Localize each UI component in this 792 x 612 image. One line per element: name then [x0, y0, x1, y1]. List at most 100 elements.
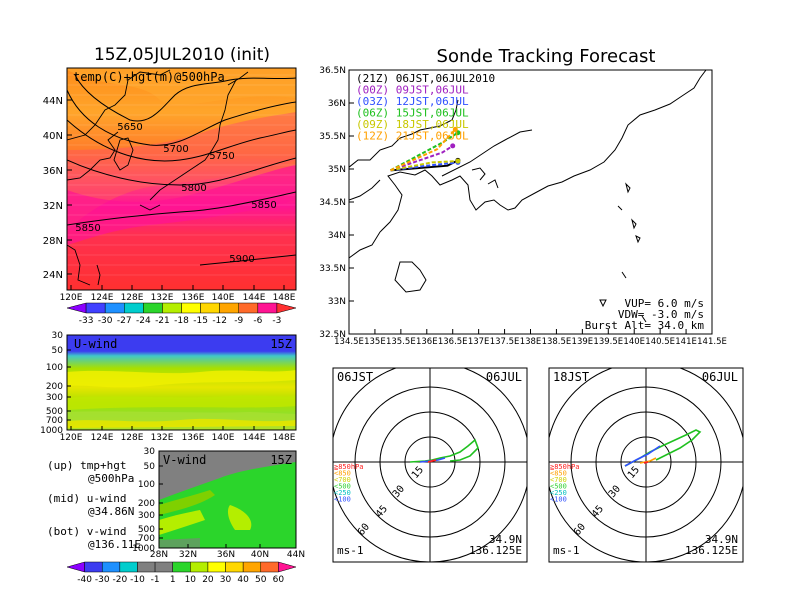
hodograph-06jst: 06JST 06JUL 34.9N 136.125E ms-1 15 30 45…	[332, 367, 528, 563]
vwind-x-axis: 28N 32N 36N 40N 44N	[150, 544, 305, 560]
uwind-ytick-label: 300	[46, 393, 63, 403]
note-bot: (bot) v-wind	[47, 525, 126, 538]
contour-label-6: 5850	[75, 223, 100, 234]
contour-label-2: 5700	[163, 144, 188, 155]
map500-ytick-label: 36N	[43, 166, 63, 177]
map500-xtick-label: 148E	[273, 293, 296, 303]
map500-colorbar-label: -9	[234, 316, 243, 326]
hodo1-level-legend: ≧850hPa<850<700<500<250<100	[334, 463, 364, 504]
vwind-colorbar-swatch	[137, 561, 156, 573]
track-series-line	[390, 145, 454, 172]
track-xtick-label: 138.5E	[542, 337, 572, 347]
uwind-ytick-label: 700	[46, 416, 63, 426]
hodo1-level-label: ≧850hPa	[334, 463, 364, 471]
map500-xtick-label: 124E	[91, 293, 114, 303]
hodo2-level-label: <250	[550, 489, 567, 497]
hodo2-level-label: ≧850hPa	[550, 463, 580, 471]
hodo1-trace-low	[427, 459, 437, 463]
vwind-colorbar-swatch	[101, 561, 121, 573]
map500-colorbar-swatch	[238, 302, 259, 314]
map500-xtick-label: 120E	[60, 293, 83, 303]
vwind-xtick-label: 44N	[287, 550, 305, 560]
track-ytick-label: 34N	[328, 231, 346, 241]
vwind-ytick-label: 100	[138, 480, 155, 490]
hodo2-trace-top	[624, 445, 661, 467]
map500-label: temp(C)+hgt(m)@500hPa	[73, 70, 225, 84]
uwind-frame	[66, 334, 297, 431]
vwind-colorbar-label: 20	[202, 575, 214, 585]
contour-label-7: 5900	[229, 254, 254, 265]
track-xtick-label: 137.5E	[490, 337, 520, 347]
uwind-xtick-label: 120E	[60, 433, 83, 443]
track-ytick-label: 34.5N	[319, 198, 346, 208]
track-series-line	[390, 160, 458, 172]
map500-panel: 5650 5700 5750 5800 5850 5850 5900 temp(…	[43, 67, 297, 326]
hodo2-lat: 34.9N	[705, 533, 738, 546]
vwind-ytick-label: 200	[138, 499, 155, 509]
map500-colorbar-label: -33	[79, 316, 94, 326]
uwind-xtick-label: 148E	[273, 433, 296, 443]
vwind-colorbar-label: -20	[112, 575, 127, 585]
track-legend-entry: (00Z) 09JST,06JUL	[356, 84, 469, 97]
uwind-xtick-label: 128E	[121, 433, 144, 443]
track-ytick-label: 35N	[328, 165, 346, 175]
uwind-ytick-label: 30	[52, 331, 64, 341]
track-xtick-label: 139.5E	[593, 337, 623, 347]
vwind-colorbar-label: -30	[95, 575, 110, 585]
map500-xtick-label: 128E	[121, 293, 144, 303]
note-up: (up) tmp+hgt	[47, 459, 126, 472]
uwind-ytick-label: 100	[46, 363, 63, 373]
track-series-endpoint	[455, 158, 461, 164]
track-legend-entry: (12Z) 21JST,06JUL	[356, 130, 469, 143]
vwind-colorbar-swatch	[260, 561, 279, 573]
vwind-xtick-label: 32N	[179, 550, 197, 560]
uwind-xtick-label: 124E	[91, 433, 114, 443]
vwind-label: V-wind	[163, 453, 206, 467]
vwind-ytick-label: 700	[138, 534, 155, 544]
track-ytick-label: 32.5N	[319, 330, 346, 340]
contour-label-3: 5750	[209, 151, 234, 162]
track-xtick-label: 141.5E	[697, 337, 727, 347]
hodo2-level-label: <700	[550, 476, 567, 484]
left-title: 15Z,05JUL2010 (init)	[94, 45, 270, 65]
map500-xtick-label: 144E	[243, 293, 266, 303]
contour-label-1: 5650	[117, 122, 142, 133]
uwind-xtick-label: 132E	[151, 433, 174, 443]
map500-colorbar-label: -24	[136, 316, 151, 326]
map500-ytick-label: 44N	[43, 96, 63, 107]
vwind-colorbar-swatch	[84, 561, 103, 573]
track-series	[390, 126, 461, 172]
hodo1-level-label: <700	[334, 476, 351, 484]
vwind-colorbar-swatch	[66, 561, 85, 573]
map500-colorbar-swatch	[124, 302, 144, 314]
hodo1-level-label: <100	[334, 496, 351, 504]
hodo2-lon: 136.125E	[685, 544, 738, 557]
uwind-time: 15Z	[270, 337, 292, 351]
hodograph-18jst: 18JST 06JUL 34.9N 136.125E ms-1 15 30 45…	[548, 367, 744, 563]
uwind-xtick-label: 136E	[182, 433, 205, 443]
hodo1-level-label: <500	[334, 483, 351, 491]
map500-colorbar-swatch	[181, 302, 201, 314]
map500-colorbar-label: -27	[117, 316, 132, 326]
map500-height-contours	[67, 74, 296, 266]
vwind-colorbar-swatch	[207, 561, 226, 573]
track-xtick-label: 140E	[623, 337, 645, 347]
note-up-level: @500hPa	[88, 472, 134, 485]
track-ytick-label: 36N	[328, 99, 346, 109]
vwind-colorbar-swatch	[225, 561, 244, 573]
track-xtick-label: 139E	[572, 337, 594, 347]
contour-label-4: 5800	[181, 183, 206, 194]
hodo2-trace-low	[643, 461, 649, 464]
track-panel: (21Z) 06JST,06JUL2010(00Z) 09JST,06JUL(0…	[319, 66, 727, 347]
vwind-colorbar-label: 40	[237, 575, 249, 585]
map500-colorbar-swatch	[143, 302, 163, 314]
vwind-colorbar-label: -1	[151, 575, 160, 585]
vwind-colorbar-swatch	[119, 561, 138, 573]
uwind-label: U-wind	[74, 337, 117, 351]
track-x-axis: 134.5E 135E 135.5E 136E 136.5E 137E 137.5E 138E…	[334, 329, 727, 347]
map500-overlay: 5650 5700 5750 5800 5850 5850 5900	[67, 68, 296, 286]
